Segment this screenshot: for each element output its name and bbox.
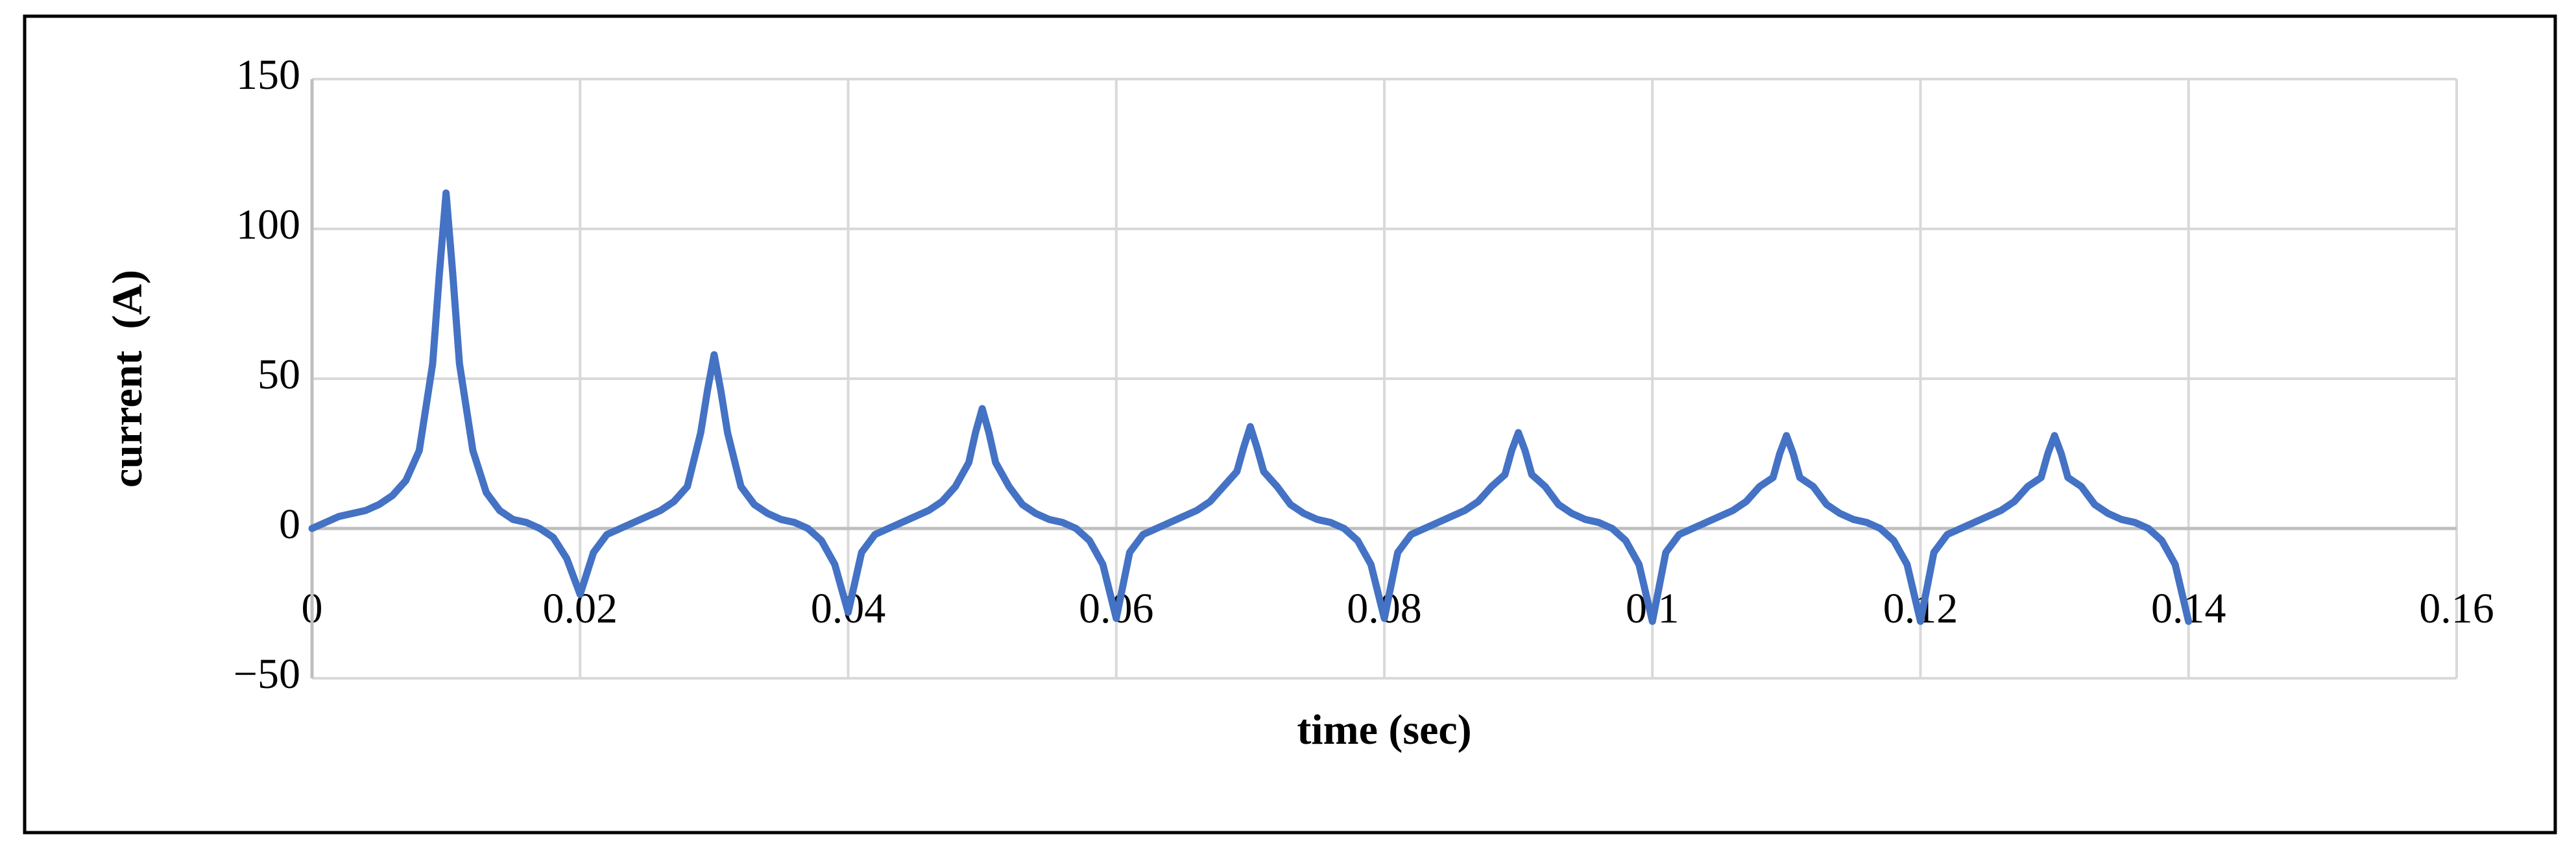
x-axis-title: time (sec) xyxy=(1297,706,1471,753)
y-tick-label: 150 xyxy=(236,51,300,99)
y-tick-label: 50 xyxy=(258,351,300,398)
chart-border xyxy=(23,14,2557,835)
data-line xyxy=(308,189,2193,625)
x-tick-label: 0.16 xyxy=(2419,585,2494,632)
y-tick-label: −50 xyxy=(234,650,300,698)
y-tick-label: 0 xyxy=(279,501,300,548)
y-tick-label: 100 xyxy=(236,201,300,248)
y-axis-title: current (A) xyxy=(104,270,151,488)
